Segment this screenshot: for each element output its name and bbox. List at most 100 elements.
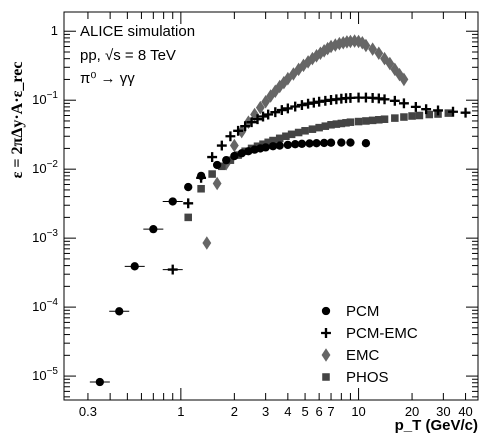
data-point	[261, 94, 271, 109]
data-point	[212, 160, 222, 170]
data-point	[299, 58, 308, 73]
data-point	[275, 134, 284, 143]
data-point	[425, 110, 434, 119]
data-point	[230, 151, 239, 161]
data-point	[226, 156, 235, 164]
data-point	[385, 56, 395, 71]
data-point	[315, 46, 325, 60]
data-point	[375, 116, 383, 124]
data-point	[361, 38, 371, 53]
plot-frame	[63, 11, 479, 401]
data-point	[367, 92, 378, 103]
data-point	[360, 92, 371, 103]
data-point	[301, 127, 309, 135]
legend-label-pcm-emc: PCM-EMC	[346, 325, 418, 342]
data-point	[95, 377, 104, 387]
x-tick-label: 1	[177, 404, 184, 419]
legend: PCM PCM-EMC EMC PHOS	[321, 303, 418, 386]
data-point	[289, 67, 298, 81]
data-point	[391, 114, 399, 122]
data-point	[327, 121, 335, 129]
y-tick-label: 10−5	[32, 366, 58, 383]
y-tick-label: 10−4	[32, 297, 58, 314]
data-point	[444, 109, 453, 117]
x-tick-label: 40	[458, 404, 472, 419]
data-point	[237, 149, 246, 158]
annotation-line-2: pp, √s = 8 TeV	[80, 47, 176, 64]
data-point	[184, 213, 192, 222]
data-point	[275, 79, 285, 94]
data-point	[255, 100, 265, 115]
data-point	[346, 118, 355, 126]
x-tick-label: 7	[327, 404, 334, 419]
annotation-line-3: π⁰ → γγ	[80, 70, 135, 87]
data-point	[408, 112, 416, 120]
data-point	[308, 125, 317, 133]
data-point	[379, 94, 390, 105]
data-point	[326, 138, 336, 147]
legend-marker-pcm	[321, 306, 331, 316]
data-point	[294, 128, 303, 137]
data-point	[354, 117, 363, 126]
x-tick-label: 30	[436, 404, 450, 419]
data-point	[264, 138, 272, 147]
legend-label-phos: PHOS	[346, 369, 389, 386]
annotation-line-1: ALICE simulation	[80, 23, 195, 40]
series-pcm-emc	[162, 92, 471, 275]
data-point	[399, 72, 409, 87]
data-point	[270, 84, 280, 98]
data-point	[283, 71, 293, 86]
data-point	[346, 34, 355, 49]
data-point	[345, 92, 356, 103]
data-point	[389, 95, 400, 106]
data-point	[314, 96, 325, 107]
data-point	[207, 152, 218, 162]
data-point	[130, 262, 139, 271]
x-tick-label: 2	[231, 404, 238, 419]
data-point	[225, 131, 236, 142]
data-point	[290, 101, 301, 112]
data-point	[296, 100, 307, 111]
y-axis-label: ε = 2πΔy·A·ε_rec	[9, 62, 26, 179]
data-point	[448, 106, 458, 117]
data-point	[263, 109, 274, 120]
legend-marker-phos	[322, 373, 330, 381]
data-point	[321, 122, 330, 130]
data-point	[433, 105, 443, 116]
x-tick-label: 4	[284, 404, 291, 419]
data-point	[337, 119, 346, 128]
data-point	[374, 46, 384, 60]
x-tick-label: 3	[262, 404, 269, 419]
data-point	[421, 104, 432, 115]
data-point	[275, 141, 284, 150]
x-tick-label: 20	[405, 404, 419, 419]
data-point	[320, 95, 331, 106]
annotation-block: ALICE simulation pp, √s = 8 TeV π⁰ → γγ	[80, 23, 195, 87]
data-point	[282, 103, 293, 114]
data-point	[282, 132, 290, 141]
x-tick-label: 10	[351, 404, 365, 419]
data-point	[222, 156, 231, 165]
data-point	[398, 98, 409, 109]
data-point	[346, 138, 355, 147]
data-point	[308, 97, 319, 108]
data-point	[332, 120, 341, 128]
data-point	[330, 38, 340, 52]
data-point	[291, 140, 300, 149]
data-point	[270, 107, 281, 118]
data-point	[334, 36, 344, 51]
data-point	[368, 116, 377, 125]
data-point	[258, 111, 268, 122]
y-tick-label: 10−2	[32, 159, 58, 176]
x-tick-label: 5	[301, 404, 308, 419]
data-point	[331, 94, 342, 105]
data-point	[460, 107, 471, 118]
y-tick-label: 10−1	[32, 90, 58, 107]
data-point	[240, 121, 251, 132]
data-point	[380, 115, 389, 123]
data-point	[246, 117, 257, 128]
data-point	[342, 119, 350, 127]
data-point	[305, 139, 314, 148]
data-point	[167, 264, 178, 275]
